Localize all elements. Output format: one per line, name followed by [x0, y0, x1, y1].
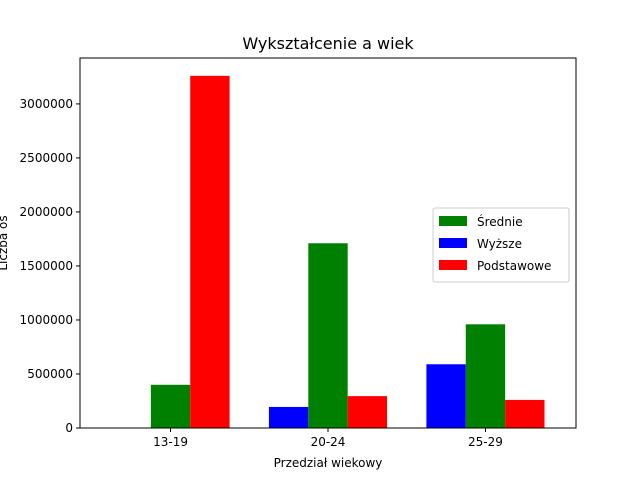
y-tick-label: 2000000 — [20, 205, 73, 219]
y-tick-label: 0 — [65, 421, 73, 435]
chart-title: Wykształcenie a wiek — [242, 34, 414, 53]
legend-swatch-podstawowe — [439, 260, 467, 270]
legend-label--rednie: Średnie — [477, 214, 523, 229]
x-axis-label: Przedział wiekowy — [274, 456, 383, 470]
bars-group — [150, 75, 545, 428]
x-tick-label: 25-29 — [468, 435, 503, 449]
bar-wy-sze-20-24 — [268, 406, 309, 428]
y-tick-label: 1500000 — [20, 259, 73, 273]
y-tick-label: 3000000 — [20, 97, 73, 111]
y-tick-label: 1000000 — [20, 313, 73, 327]
bar--rednie-13-19 — [150, 384, 191, 428]
bar-podstawowe-20-24 — [347, 396, 388, 428]
y-tick-label: 500000 — [27, 367, 73, 381]
bar--rednie-25-29 — [465, 324, 506, 428]
bar-wy-sze-25-29 — [426, 364, 466, 428]
bar-podstawowe-25-29 — [505, 399, 545, 428]
bar-podstawowe-13-19 — [190, 75, 230, 428]
y-axis-label: Liczba os — [0, 215, 10, 270]
legend-label-podstawowe: Podstawowe — [477, 259, 551, 273]
legend-swatch-wy-sze — [439, 238, 467, 248]
y-axis-ticks: 0 500000 1000000 1500000 2000000 2500000 30000… — [20, 97, 80, 435]
x-tick-label: 13-19 — [153, 435, 188, 449]
x-axis-ticks: 13-19 20-24 25-29 — [153, 428, 503, 449]
legend-swatch--rednie — [439, 216, 467, 226]
bar--rednie-20-24 — [308, 243, 348, 428]
legend-label-wy-sze: Wyższe — [477, 237, 522, 251]
legend: Średnie Wyższe Podstawowe — [432, 207, 570, 283]
y-tick-label: 2500000 — [20, 151, 73, 165]
x-tick-label: 20-24 — [311, 435, 346, 449]
